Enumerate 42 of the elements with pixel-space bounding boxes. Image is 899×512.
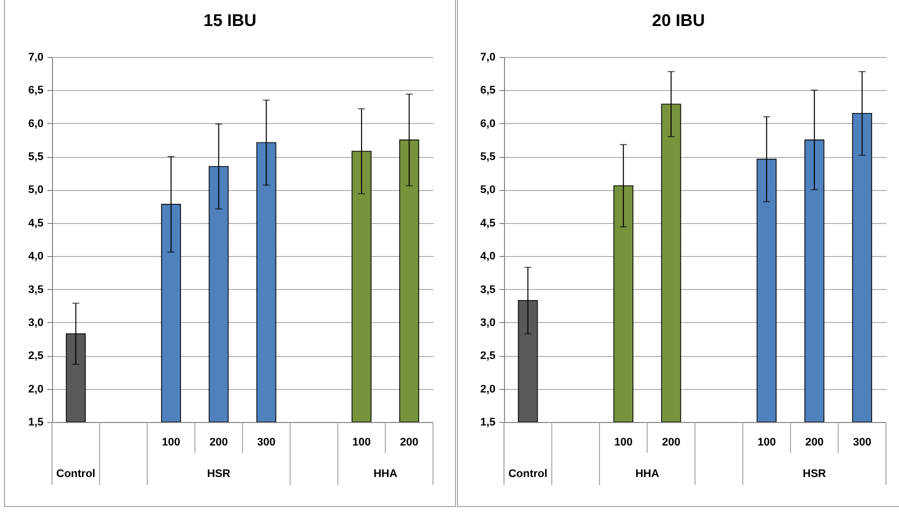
y-tick-label: 4,0 xyxy=(480,250,496,263)
y-tick-label: 6,0 xyxy=(480,118,496,130)
x-tick-label: 200 xyxy=(662,436,680,448)
y-tick-label: 2,5 xyxy=(28,350,44,362)
text: HSR xyxy=(207,468,230,480)
y-tick-label: 6,0 xyxy=(28,118,44,130)
text: Control xyxy=(56,468,96,480)
y-tick-label: 3,0 xyxy=(480,316,496,329)
x-tick-label: 200 xyxy=(210,436,228,448)
chart-title: 20 IBU xyxy=(652,11,705,30)
y-tick-label: 3,5 xyxy=(480,284,496,296)
x-tick-label: 300 xyxy=(257,436,276,448)
x-tick-label: 100 xyxy=(352,436,371,448)
y-tick-label: 7,0 xyxy=(28,52,44,64)
y-tick-label: 5,5 xyxy=(28,151,44,164)
x-tick-label: 100 xyxy=(757,436,776,448)
y-tick-label: 4,0 xyxy=(28,250,44,263)
y-tick-label: 2,5 xyxy=(480,350,496,362)
y-tick-label: 6,5 xyxy=(480,84,496,97)
x-tick-label: 200 xyxy=(805,436,824,448)
y-tick-label: 7,0 xyxy=(480,52,496,64)
chart-title: 15 IBU xyxy=(204,11,256,30)
text: Control xyxy=(508,468,548,480)
y-tick-label: 4,5 xyxy=(480,217,496,230)
text: HHA xyxy=(373,468,398,480)
y-tick-label: 5,0 xyxy=(480,184,496,196)
x-tick-label: 300 xyxy=(852,436,872,448)
text: HSR xyxy=(802,468,826,480)
y-tick-label: 2,0 xyxy=(28,383,44,396)
x-tick-label: 100 xyxy=(162,436,180,448)
y-tick-label: 5,0 xyxy=(28,184,44,196)
x-tick-label: 200 xyxy=(400,436,418,448)
y-tick-label: 4,5 xyxy=(28,217,44,230)
text: HHA xyxy=(635,468,660,480)
y-tick-label: 3,5 xyxy=(28,284,44,296)
y-tick-label: 2,0 xyxy=(480,383,496,396)
y-tick-label: 6,5 xyxy=(28,84,44,97)
x-tick-label: 100 xyxy=(614,436,633,448)
y-tick-label: 3,0 xyxy=(28,316,44,329)
y-tick-label: 1,5 xyxy=(480,416,496,428)
y-tick-label: 1,5 xyxy=(28,416,44,428)
y-tick-label: 5,5 xyxy=(480,151,496,164)
